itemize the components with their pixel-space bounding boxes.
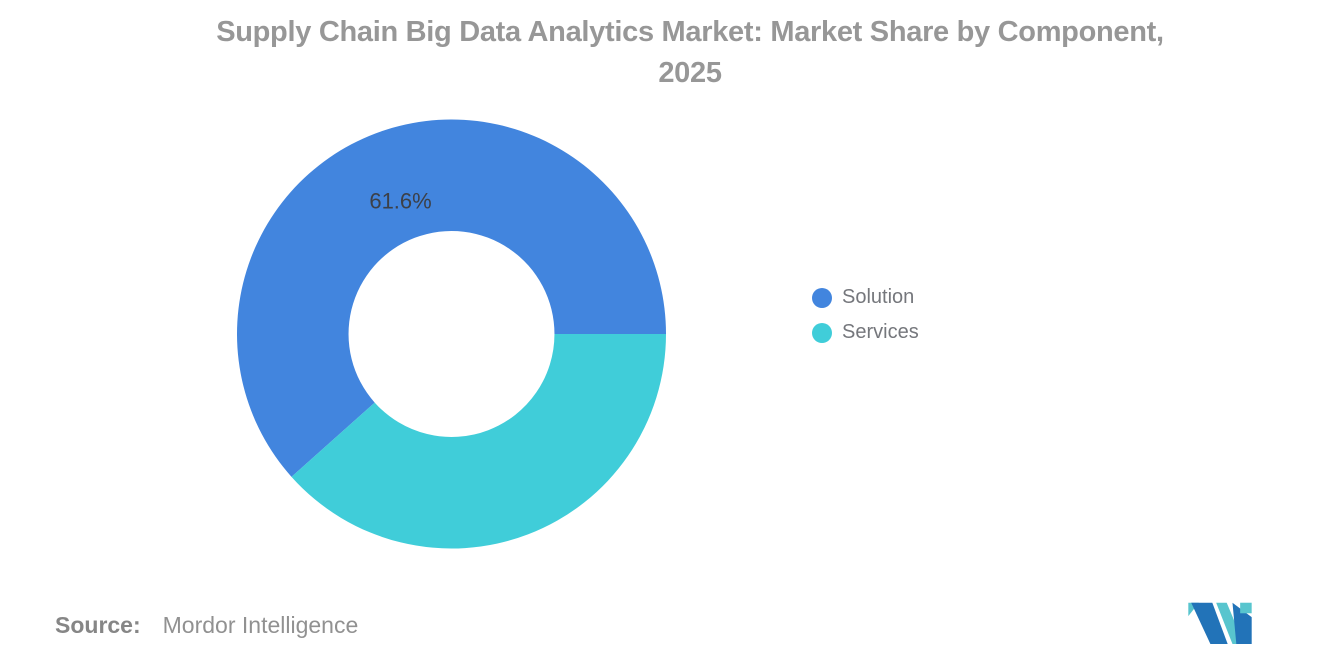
- legend-item-solution[interactable]: Solution: [812, 286, 919, 309]
- chart-title-line-2: 2025: [658, 57, 722, 89]
- data-label-solution: 61.6%: [369, 188, 431, 213]
- donut-segment-services[interactable]: [291, 334, 666, 549]
- donut-segment-solution[interactable]: [237, 119, 666, 477]
- source-value: Mordor Intelligence: [162, 612, 359, 638]
- legend-item-services[interactable]: Services: [812, 321, 919, 344]
- mordor-intelligence-logo: [1188, 602, 1252, 644]
- legend-label-solution: Solution: [842, 286, 915, 308]
- legend-marker-solution: [812, 287, 832, 308]
- legend-marker-services: [812, 322, 832, 343]
- logo-shape-blue-right: [1232, 602, 1252, 644]
- logo-shape-teal-square: [1240, 602, 1252, 614]
- chart-title-line-1: Supply Chain Big Data Analytics Market: …: [216, 16, 1164, 48]
- source-label: Source:: [55, 612, 141, 638]
- legend-label-services: Services: [842, 321, 919, 343]
- source-line: Source: Mordor Intelligence: [55, 612, 358, 639]
- chart-title: Supply Chain Big Data Analytics Market: …: [60, 12, 1320, 94]
- legend: Solution Services: [812, 286, 919, 356]
- logo-shape-blue-diagonal: [1191, 602, 1228, 644]
